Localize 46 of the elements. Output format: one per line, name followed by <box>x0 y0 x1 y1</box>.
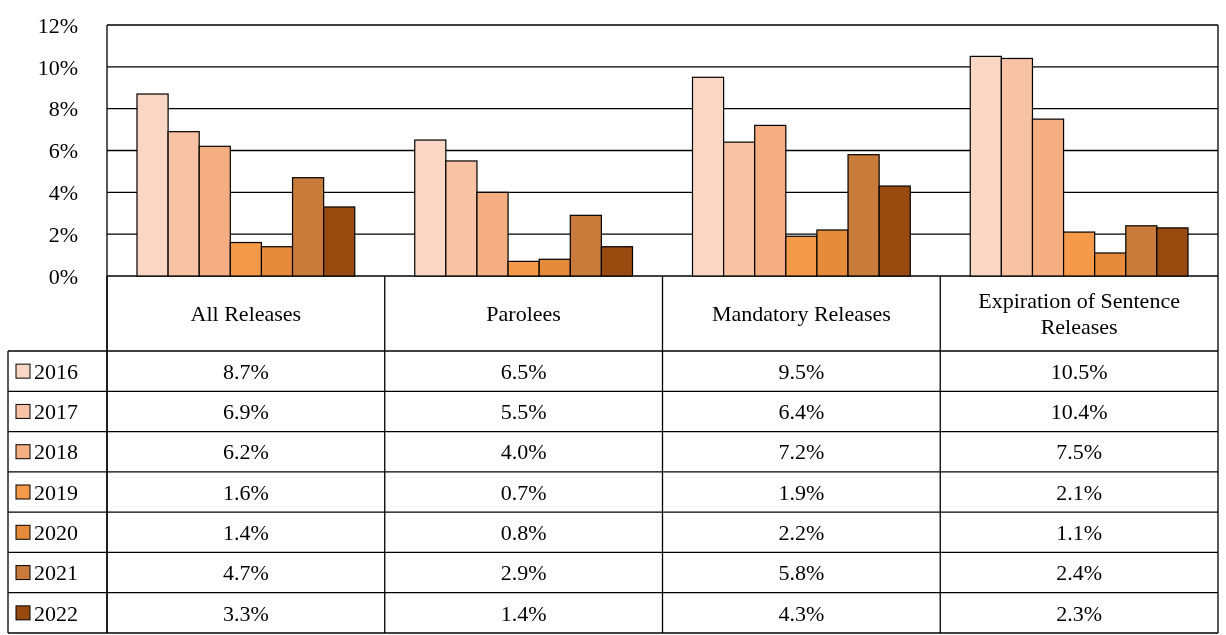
data-label: 5.8% <box>778 560 825 586</box>
data-label: 8.7% <box>222 358 269 384</box>
x-tick-label: Mandatory Releases <box>711 301 891 327</box>
x-tick-label: Expiration of Sentence Releases <box>978 288 1180 340</box>
data-label: 6.9% <box>222 399 269 425</box>
data-label: 1.1% <box>1056 519 1103 545</box>
data-label: 2.1% <box>1056 479 1103 505</box>
legend-label: 2019 <box>34 479 78 505</box>
data-label: 7.2% <box>778 439 825 465</box>
data-label: 1.4% <box>500 600 547 626</box>
data-label: 5.5% <box>500 399 547 425</box>
data-label: 1.4% <box>222 519 269 545</box>
y-tick-label: 12% <box>37 12 78 38</box>
data-label: 4.0% <box>500 439 547 465</box>
data-label: 6.5% <box>500 358 547 384</box>
y-tick-label: 2% <box>48 221 78 247</box>
x-tick-label: All Releases <box>190 301 302 327</box>
legend-label: 2021 <box>34 560 78 586</box>
data-label: 9.5% <box>778 358 825 384</box>
data-label: 2.4% <box>1056 560 1103 586</box>
data-label: 4.3% <box>778 600 825 626</box>
data-label: 10.4% <box>1050 399 1108 425</box>
data-label: 10.5% <box>1050 358 1108 384</box>
data-label: 3.3% <box>222 600 269 626</box>
data-label: 6.2% <box>222 439 269 465</box>
y-tick-label: 4% <box>48 180 78 206</box>
data-label: 1.6% <box>222 479 269 505</box>
legend-label: 2022 <box>34 600 78 626</box>
data-label: 2.9% <box>500 560 547 586</box>
data-label: 2.3% <box>1056 600 1103 626</box>
data-label: 7.5% <box>1056 439 1103 465</box>
data-label: 1.9% <box>778 479 825 505</box>
y-tick-label: 6% <box>48 138 78 164</box>
legend-label: 2018 <box>34 439 78 465</box>
data-label: 0.7% <box>500 479 547 505</box>
y-tick-label: 8% <box>48 96 78 122</box>
data-label: 2.2% <box>778 519 825 545</box>
y-tick-label: 0% <box>48 263 78 289</box>
legend-label: 2020 <box>34 519 78 545</box>
legend-label: 2016 <box>34 358 78 384</box>
x-tick-label: Parolees <box>486 301 561 327</box>
data-label: 0.8% <box>500 519 547 545</box>
data-label: 6.4% <box>778 399 825 425</box>
legend-label: 2017 <box>34 399 78 425</box>
data-label: 4.7% <box>222 560 269 586</box>
y-tick-label: 10% <box>37 54 78 80</box>
